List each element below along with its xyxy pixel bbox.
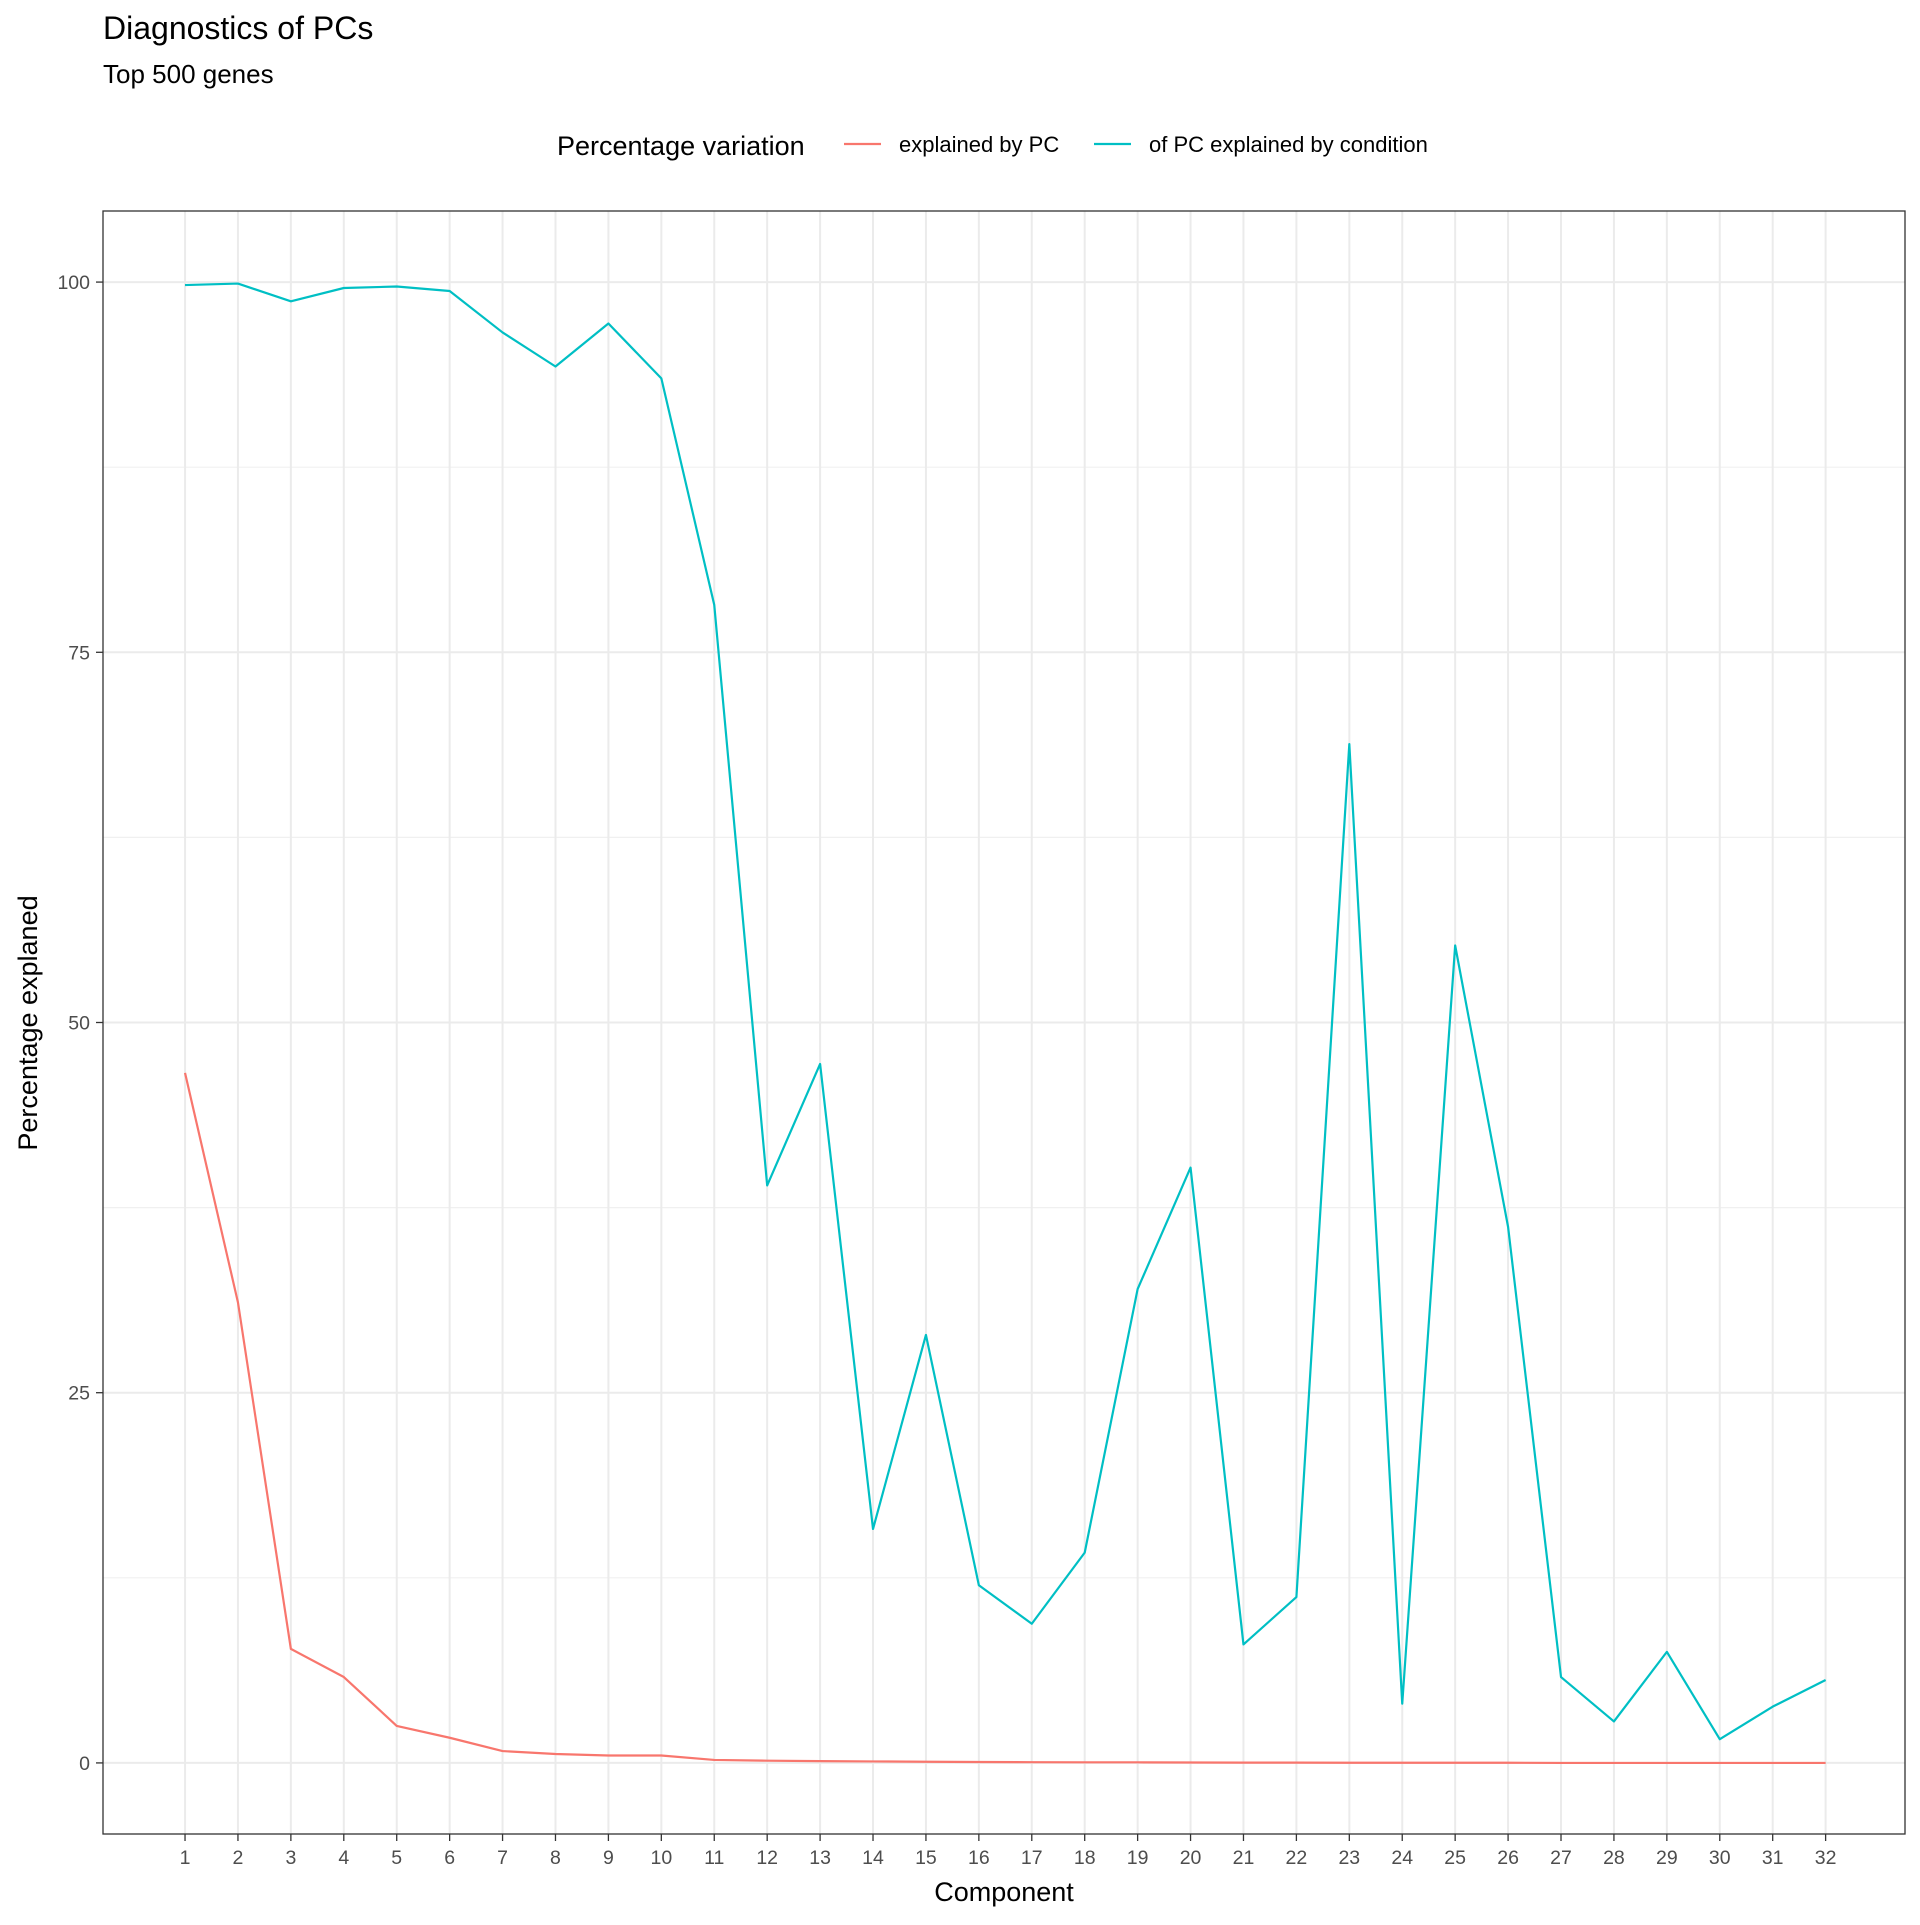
x-tick-label: 18 [1074,1847,1096,1869]
x-tick-label: 11 [704,1847,724,1869]
x-tick-label: 21 [1233,1847,1255,1869]
legend: Percentage variation explained by PC of … [557,131,1428,161]
series-line-explained-by-condition [184,282,1827,1741]
x-tick-label: 32 [1815,1847,1837,1869]
y-tick-label: 50 [68,1013,90,1035]
series-layer [183,282,1827,1765]
x-tick-label: 7 [497,1847,508,1869]
chart-title: Diagnostics of PCs [103,10,373,46]
x-tick-label: 16 [968,1847,990,1869]
x-tick-label: 10 [650,1847,672,1869]
x-tick-label: 19 [1127,1847,1149,1869]
x-tick-label: 27 [1550,1847,1572,1869]
x-tick-label: 8 [550,1847,561,1869]
x-tick-label: 17 [1021,1847,1043,1869]
x-tick-label: 24 [1391,1847,1413,1869]
legend-label-explained-by-pc: explained by PC [899,132,1059,157]
x-tick-label: 9 [603,1847,614,1869]
x-tick-label: 23 [1338,1847,1360,1869]
x-tick-label: 29 [1656,1847,1678,1869]
x-tick-label: 31 [1762,1847,1784,1869]
x-tick-label: 25 [1444,1847,1466,1869]
major-gridlines [103,211,1905,1834]
x-tick-label: 22 [1286,1847,1308,1869]
x-tick-label: 15 [915,1847,937,1869]
x-axis: 1 2 3 4 5 6 7 8 9 10 11 12 13 14 15 16 17 18 19 20 21 22 23 24 2… [180,1834,1837,1869]
x-axis-label: Component [934,1877,1074,1907]
series-line-explained-by-pc [183,1072,1826,1765]
chart-subtitle: Top 500 genes [103,59,274,89]
y-tick-label: 100 [57,272,90,294]
x-tick-label: 13 [809,1847,831,1869]
x-tick-label: 14 [862,1847,884,1869]
x-tick-label: 2 [233,1847,244,1869]
y-tick-label: 75 [68,642,90,664]
minor-gridlines [103,466,1905,1579]
legend-title: Percentage variation [557,131,805,161]
x-tick-label: 3 [285,1847,296,1869]
y-tick-label: 0 [79,1753,90,1775]
x-tick-label: 30 [1709,1847,1731,1869]
y-axis-label: Percentage explaned [13,895,43,1150]
x-tick-label: 4 [338,1847,349,1869]
legend-label-explained-by-condition: of PC explained by condition [1149,132,1428,157]
y-tick-label: 25 [68,1383,90,1405]
x-tick-label: 12 [756,1847,778,1869]
x-tick-label: 20 [1180,1847,1202,1869]
x-tick-label: 1 [180,1847,191,1869]
x-tick-label: 6 [444,1847,455,1869]
y-axis: 0 25 50 75 100 [57,272,103,1775]
x-tick-label: 26 [1497,1847,1519,1869]
x-tick-label: 5 [391,1847,402,1869]
x-tick-label: 28 [1603,1847,1625,1869]
